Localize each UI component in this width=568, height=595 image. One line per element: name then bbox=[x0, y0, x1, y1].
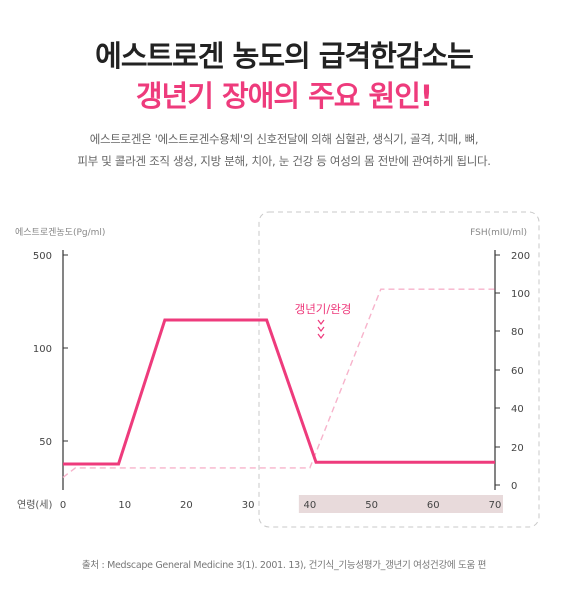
y-right-tick-label: 40 bbox=[511, 404, 524, 415]
x-axis-label: 연령(세) bbox=[17, 499, 53, 511]
x-tick-label: 0 bbox=[60, 500, 66, 511]
x-tick-label: 50 bbox=[365, 500, 378, 511]
x-tick-label: 40 bbox=[303, 500, 316, 511]
x-tick-label: 70 bbox=[489, 500, 502, 511]
description-line-2: 피부 및 콜라겐 조직 생성, 지방 분해, 치아, 눈 건강 등 여성의 몸 … bbox=[77, 154, 491, 168]
x-tick-label: 60 bbox=[427, 500, 440, 511]
title-line-2: 갱년기 장애의 주요 원인! bbox=[135, 79, 433, 113]
description: 에스트로겐은 '에스트로겐수용체'의 신호전달에 의해 심혈관, 생식기, 골격… bbox=[0, 128, 568, 172]
y-right-tick-label: 200 bbox=[511, 251, 530, 262]
y-left-tick-label: 50 bbox=[39, 437, 52, 448]
menopause-region-box bbox=[258, 211, 540, 528]
y-left-tick-label: 500 bbox=[33, 251, 52, 262]
y-right-tick-label: 80 bbox=[511, 327, 524, 338]
y-left-axis-label: 에스트로겐농도(Pg/ml) bbox=[15, 227, 105, 238]
estrogen-series-line bbox=[63, 318, 495, 466]
title-line-1: 에스트로겐 농도의 급격한감소는 bbox=[95, 39, 474, 73]
x-tick-label: 30 bbox=[242, 500, 255, 511]
annotation-arrow bbox=[317, 319, 325, 339]
y-right-axis-label: FSH(mIU/ml) bbox=[470, 228, 527, 238]
y-right-tick-label: 20 bbox=[511, 443, 524, 454]
y-right-tick-label: 60 bbox=[511, 366, 524, 377]
y-right-tick-label: 100 bbox=[511, 289, 530, 300]
annotation-menopause: 갱년기/완경 bbox=[295, 302, 352, 316]
y-left-tick-label: 100 bbox=[33, 344, 52, 355]
source-note: 출처 : Medscape General Medicine 3(1). 200… bbox=[81, 560, 487, 571]
description-line-1: 에스트로겐은 '에스트로겐수용체'의 신호전달에 의해 심혈관, 생식기, 골격… bbox=[89, 132, 479, 146]
x-tick-label: 20 bbox=[180, 500, 193, 511]
fsh-series-line bbox=[62, 288, 495, 478]
x-tick-label: 10 bbox=[118, 500, 131, 511]
menopause-age-band bbox=[298, 495, 503, 513]
y-right-tick-label: 0 bbox=[511, 481, 517, 492]
